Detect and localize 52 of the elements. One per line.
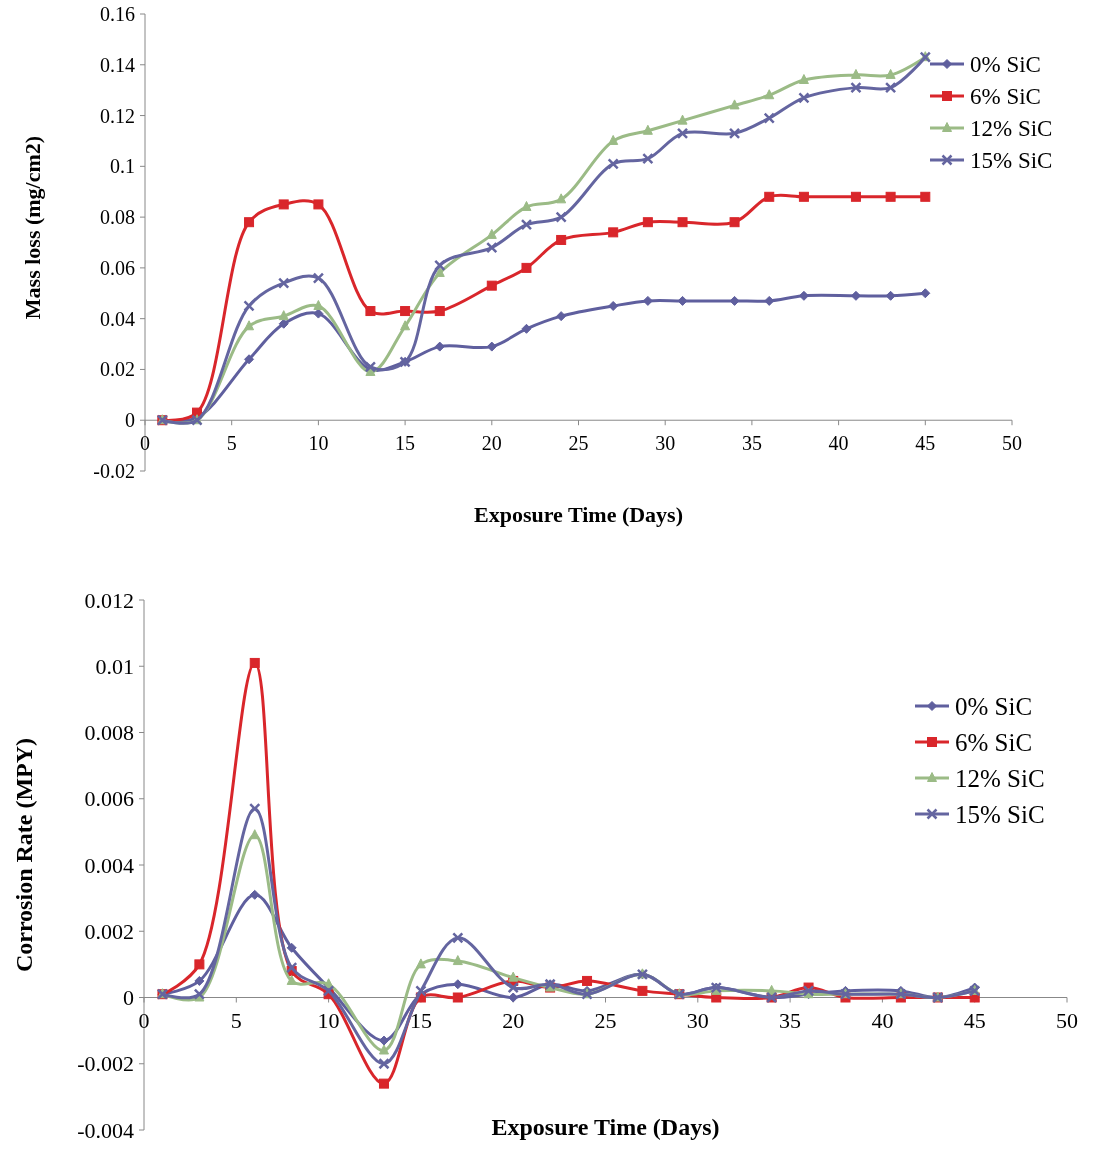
y-tick-label: 0: [125, 409, 135, 432]
y-tick-label: 0.006: [84, 786, 134, 812]
x-tick-label: 40: [871, 1007, 894, 1033]
y-tick-label: 0.012: [84, 587, 134, 613]
x-tick-label: 25: [568, 432, 589, 455]
legend-label: 0% SiC: [970, 51, 1041, 77]
y-tick-label: 0.002: [84, 918, 134, 944]
legend-label: 12% SiC: [970, 115, 1053, 141]
y-tick-label: 0.004: [84, 852, 134, 878]
legend-label: 0% SiC: [955, 692, 1033, 720]
y-tick-label: 0.04: [100, 307, 135, 330]
x-tick-label: 50: [1056, 1007, 1078, 1033]
legend-label: 6% SiC: [955, 728, 1033, 756]
x-tick-label: 30: [655, 432, 676, 455]
y-tick-label: 0.06: [100, 256, 135, 279]
y-axis-title: Mass loss (mg/cm2): [19, 135, 45, 320]
x-tick-label: 5: [226, 432, 237, 455]
y-tick-label: -0.002: [77, 1051, 134, 1077]
y-tick-label: 0.008: [84, 720, 134, 745]
x-tick-label: 0: [140, 432, 150, 455]
y-tick-label: -0.02: [93, 460, 135, 482]
y-axis-title: Corrosion Rate (MPY): [11, 737, 37, 973]
x-tick-label: 50: [1002, 432, 1022, 455]
legend-label: 12% SiC: [955, 764, 1045, 792]
x-axis-title: Exposure Time (Days): [491, 1114, 720, 1140]
x-tick-label: 20: [481, 432, 502, 455]
x-tick-label: 15: [409, 1007, 432, 1033]
y-tick-label: 0.14: [100, 53, 135, 76]
y-tick-label: -0.004: [77, 1117, 134, 1143]
x-tick-label: 35: [779, 1007, 802, 1033]
x-tick-label: 35: [741, 432, 762, 455]
y-tick-label: 0.16: [100, 3, 135, 25]
y-tick-label: 0.1: [110, 155, 135, 178]
x-tick-label: 25: [594, 1007, 617, 1033]
y-tick-label: 0.08: [100, 206, 135, 229]
x-tick-label: 40: [828, 432, 849, 455]
x-tick-label: 45: [915, 432, 936, 455]
legend-label: 15% SiC: [955, 800, 1045, 828]
y-tick-label: 0.02: [100, 358, 135, 381]
x-tick-label: 10: [308, 432, 329, 455]
legend-label: 6% SiC: [970, 83, 1041, 109]
y-tick-label: 0.12: [100, 104, 135, 127]
x-tick-label: 30: [686, 1007, 709, 1033]
y-tick-label: 0.01: [95, 653, 134, 679]
y-tick-label: 0: [123, 985, 134, 1010]
x-tick-label: 15: [395, 432, 416, 455]
x-tick-label: 20: [502, 1007, 525, 1033]
x-axis-title: Exposure Time (Days): [473, 502, 684, 527]
legend-label: 15% SiC: [970, 147, 1053, 173]
x-tick-label: 45: [963, 1007, 986, 1033]
x-tick-label: 5: [230, 1007, 242, 1033]
x-tick-label: 10: [317, 1007, 340, 1033]
